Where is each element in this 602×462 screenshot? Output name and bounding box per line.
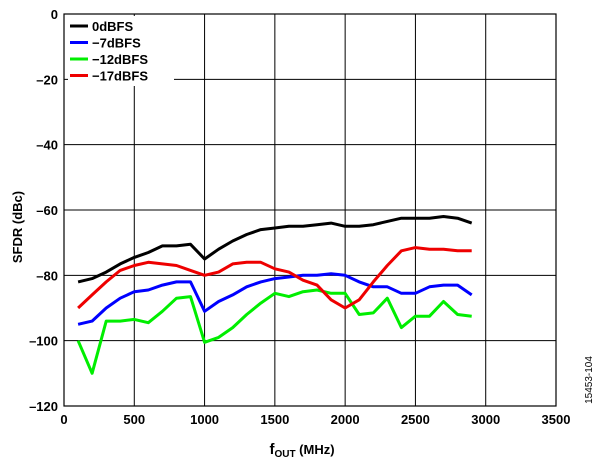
y-tick-label-4: –80 <box>36 268 58 283</box>
x-tick-label-7: 3500 <box>542 412 571 427</box>
x-tick-label-3: 1500 <box>260 412 289 427</box>
x-axis-label-main: f <box>269 441 275 458</box>
y-tick-label-6: –120 <box>29 399 58 414</box>
y-axis-label: SFDR (dBc) <box>10 191 25 263</box>
x-axis-label-subscript: OUT <box>274 449 295 460</box>
x-tick-label-2: 1000 <box>190 412 219 427</box>
x-tick-label-6: 3000 <box>471 412 500 427</box>
x-tick-label-0: 0 <box>60 412 67 427</box>
legend-label-1: −7dBFS <box>92 36 141 51</box>
y-tick-label-1: –20 <box>36 72 58 87</box>
y-tick-label-5: –100 <box>29 334 58 349</box>
x-axis-label-unit: (MHz) <box>296 442 335 457</box>
y-tick-label-3: –60 <box>36 203 58 218</box>
y-tick-labels: 0 –20 –40 –60 –80 –100 –120 <box>29 7 58 414</box>
plot-frame <box>63 13 557 407</box>
series-line-1 <box>77 272 473 326</box>
figure-id: 15453-104 <box>584 356 595 404</box>
x-tick-label-4: 2000 <box>331 412 360 427</box>
legend-label-0: 0dBFS <box>92 19 134 34</box>
x-tick-label-1: 500 <box>123 412 145 427</box>
series-layer <box>76 215 473 375</box>
series-line-3 <box>77 246 472 310</box>
legend-label-2: −12dBFS <box>92 52 148 67</box>
x-axis-label: fOUT (MHz) <box>269 441 334 460</box>
y-tick-label-0: 0 <box>51 7 58 22</box>
legend: 0dBFS −7dBFS−12dBFS −17dBFS <box>68 16 174 86</box>
x-tick-labels: 0 500 1000 1500 2000 2500 3000 3500 <box>60 412 570 427</box>
x-tick-label-5: 2500 <box>401 412 430 427</box>
legend-label-3: −17dBFS <box>92 69 148 84</box>
series-line-2 <box>76 288 472 375</box>
y-tick-label-2: –40 <box>36 138 58 153</box>
series-line-0 <box>77 215 473 284</box>
